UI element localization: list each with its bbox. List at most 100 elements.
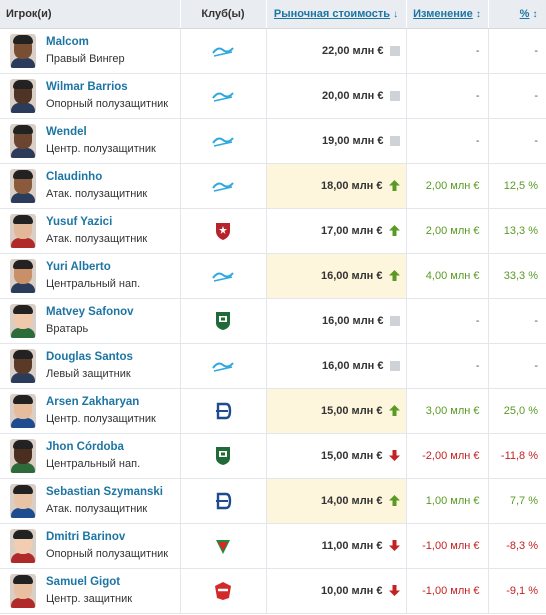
value-change: 1,00 млн € xyxy=(425,494,480,507)
header-change-sort[interactable]: Изменение ↕ xyxy=(406,0,489,29)
dynamo-logo[interactable] xyxy=(214,492,232,509)
market-value-cell: 18,00 млн € xyxy=(266,163,407,209)
player-cell: Malcom Правый Вингер xyxy=(0,28,181,74)
arrow-up-icon xyxy=(388,270,400,282)
value-change: - xyxy=(475,314,480,327)
player-photo[interactable] xyxy=(10,393,36,428)
percent-change: -11,8 % xyxy=(500,449,538,462)
change-cell: -1,00 млн € xyxy=(406,568,489,614)
unchanged-icon xyxy=(389,135,400,146)
percent-change: - xyxy=(534,44,538,57)
player-photo[interactable] xyxy=(10,348,36,383)
market-value: 11,00 млн € xyxy=(321,539,383,552)
player-photo[interactable] xyxy=(10,213,36,248)
player-name-link[interactable]: Matvey Safonov xyxy=(46,305,134,318)
player-name-link[interactable]: Yuri Alberto xyxy=(46,260,111,273)
market-value-cell: 15,00 млн € xyxy=(266,388,407,434)
player-cell: Jhon Córdoba Центральный нап. xyxy=(0,433,181,479)
zenit-logo[interactable] xyxy=(212,269,234,282)
player-photo[interactable] xyxy=(10,258,36,293)
percent-change: - xyxy=(534,89,538,102)
change-cell: -2,00 млн € xyxy=(406,433,489,479)
market-value: 17,00 млн € xyxy=(320,224,383,237)
player-position: Правый Вингер xyxy=(46,52,125,65)
percent-change: 13,3 % xyxy=(503,224,538,237)
player-photo[interactable] xyxy=(10,123,36,158)
player-name-link[interactable]: Samuel Gigot xyxy=(46,575,121,588)
percent-cell: - xyxy=(488,73,546,119)
header-percent-sort[interactable]: % ↕ xyxy=(488,0,546,29)
player-photo[interactable] xyxy=(10,33,36,68)
arrow-up-icon xyxy=(388,225,400,237)
club-cell xyxy=(180,388,267,434)
player-photo[interactable] xyxy=(10,438,36,473)
player-cell: Wilmar Barrios Опорный полузащитник xyxy=(0,73,181,119)
zenit-logo[interactable] xyxy=(212,179,234,192)
market-value-cell: 11,00 млн € xyxy=(266,523,407,569)
table-row: Douglas Santos Левый защитник 16,00 млн … xyxy=(0,343,546,389)
club-cell xyxy=(180,523,267,569)
arrow-up-icon xyxy=(388,180,400,192)
krasnodar-logo[interactable] xyxy=(215,446,231,465)
market-value-cell: 16,00 млн € xyxy=(266,343,407,389)
player-position: Атак. полузащитник xyxy=(46,187,148,200)
player-cell: Samuel Gigot Центр. защитник xyxy=(0,568,181,614)
zenit-logo[interactable] xyxy=(212,134,234,147)
player-cell: Douglas Santos Левый защитник xyxy=(0,343,181,389)
header-club: Клуб(ы) xyxy=(180,0,267,29)
player-name-link[interactable]: Claudinho xyxy=(46,170,103,183)
player-name-link[interactable]: Douglas Santos xyxy=(46,350,133,363)
player-position: Опорный полузащитник xyxy=(46,97,169,110)
club-cell xyxy=(180,568,267,614)
value-change: -1,00 млн € xyxy=(422,584,480,597)
market-value-cell: 14,00 млн € xyxy=(266,478,407,524)
player-name-link[interactable]: Wilmar Barrios xyxy=(46,80,128,93)
player-photo[interactable] xyxy=(10,78,36,113)
market-value-cell: 10,00 млн € xyxy=(266,568,407,614)
club-cell xyxy=(180,28,267,74)
player-photo[interactable] xyxy=(10,573,36,608)
zenit-logo[interactable] xyxy=(212,44,234,57)
player-name-link[interactable]: Sebastian Szymanski xyxy=(46,485,163,498)
change-cell: - xyxy=(406,73,489,119)
change-cell: 2,00 млн € xyxy=(406,163,489,209)
value-change: - xyxy=(475,359,480,372)
zenit-logo[interactable] xyxy=(212,359,234,372)
dynamo-logo[interactable] xyxy=(214,402,232,419)
player-position: Центр. защитник xyxy=(46,592,133,605)
percent-cell: - xyxy=(488,298,546,344)
player-name-link[interactable]: Dmitri Barinov xyxy=(46,530,126,543)
player-cell: Yusuf Yazici Атак. полузащитник xyxy=(0,208,181,254)
unchanged-icon xyxy=(389,360,400,371)
player-photo[interactable] xyxy=(10,168,36,203)
player-photo[interactable] xyxy=(10,528,36,563)
club-cell xyxy=(180,163,267,209)
value-change: 4,00 млн € xyxy=(425,269,480,282)
percent-change: - xyxy=(534,359,538,372)
percent-cell: - xyxy=(488,118,546,164)
spartak-logo[interactable] xyxy=(213,581,233,600)
header-market-value-sort[interactable]: Рыночная стоимость ↓ xyxy=(266,0,407,29)
player-position: Вратарь xyxy=(46,322,89,335)
player-name-link[interactable]: Malcom xyxy=(46,35,89,48)
krasnodar-logo[interactable] xyxy=(215,311,231,330)
cska-logo[interactable] xyxy=(214,222,232,240)
player-name-link[interactable]: Jhon Córdoba xyxy=(46,440,124,453)
change-cell: - xyxy=(406,298,489,344)
unchanged-icon xyxy=(389,90,400,101)
market-value-cell: 19,00 млн € xyxy=(266,118,407,164)
market-value-cell: 17,00 млн € xyxy=(266,208,407,254)
sort-toggle-icon: ↕ xyxy=(532,8,538,20)
player-name-link[interactable]: Wendel xyxy=(46,125,87,138)
percent-cell: - xyxy=(488,28,546,74)
player-photo[interactable] xyxy=(10,303,36,338)
zenit-logo[interactable] xyxy=(212,89,234,102)
player-name-link[interactable]: Yusuf Yazici xyxy=(46,215,113,228)
player-name-link[interactable]: Arsen Zakharyan xyxy=(46,395,140,408)
table-row: Dmitri Barinov Опорный полузащитник 11,0… xyxy=(0,523,546,569)
market-value: 16,00 млн € xyxy=(321,314,384,327)
lokomotiv-logo[interactable] xyxy=(213,539,233,554)
player-photo[interactable] xyxy=(10,483,36,518)
percent-change: -9,1 % xyxy=(506,584,538,597)
market-value: 19,00 млн € xyxy=(321,134,384,147)
